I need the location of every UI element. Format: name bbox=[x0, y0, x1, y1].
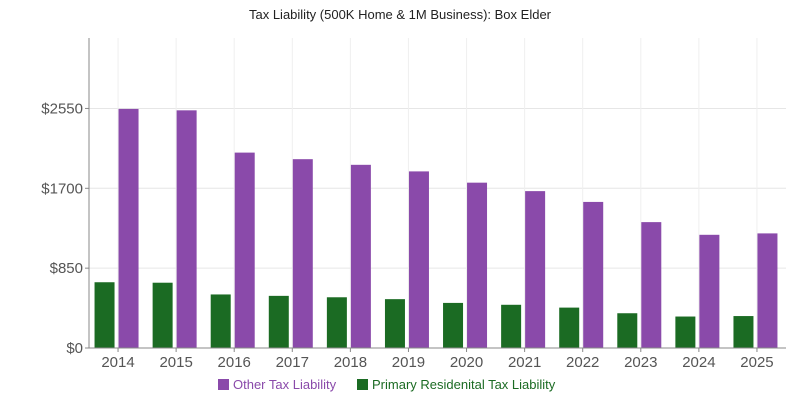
other-tax-bar-2015 bbox=[176, 110, 197, 348]
legend-swatch[interactable] bbox=[357, 379, 368, 390]
x-tick-label: 2016 bbox=[218, 354, 251, 371]
axes bbox=[88, 38, 786, 349]
legend-swatch[interactable] bbox=[218, 379, 229, 390]
other-tax-bar-2017 bbox=[292, 159, 313, 348]
other-tax-bar-2022 bbox=[583, 201, 604, 348]
x-tick-label: 2023 bbox=[624, 354, 657, 371]
primary-residential-bar-2017 bbox=[268, 295, 289, 348]
other-tax-bar-2025 bbox=[757, 233, 778, 348]
legend-label[interactable]: Primary Residenital Tax Liability bbox=[372, 377, 556, 392]
y-tick-label: $850 bbox=[50, 260, 83, 277]
primary-residential-bar-2024 bbox=[675, 316, 696, 348]
primary-residential-bar-2016 bbox=[210, 294, 231, 348]
legend-label[interactable]: Other Tax Liability bbox=[233, 377, 337, 392]
x-tick-label: 2015 bbox=[159, 354, 192, 371]
x-tick-label: 2019 bbox=[392, 354, 425, 371]
other-tax-bar-2021 bbox=[525, 191, 546, 348]
primary-residential-bar-2019 bbox=[384, 299, 405, 348]
other-tax-bar-2019 bbox=[408, 171, 429, 348]
primary-residential-bar-2015 bbox=[152, 282, 173, 348]
x-tick-label: 2024 bbox=[682, 354, 715, 371]
x-tick-label: 2018 bbox=[334, 354, 367, 371]
x-tick-label: 2025 bbox=[740, 354, 773, 371]
x-tick-label: 2022 bbox=[566, 354, 599, 371]
primary-residential-bar-2022 bbox=[559, 307, 580, 348]
other-tax-bar-2014 bbox=[118, 108, 139, 348]
x-tick-label: 2017 bbox=[276, 354, 309, 371]
y-tick-label: $1700 bbox=[41, 180, 83, 197]
primary-residential-bar-2025 bbox=[733, 316, 754, 348]
chart-title: Tax Liability (500K Home & 1M Business):… bbox=[249, 7, 552, 22]
bar-marks bbox=[94, 108, 778, 348]
other-tax-bar-2023 bbox=[641, 222, 662, 348]
other-tax-bar-2018 bbox=[350, 164, 371, 348]
y-axis-ticks: $0 $850 $1700 $2550 bbox=[41, 100, 89, 357]
primary-residential-bar-2021 bbox=[501, 304, 522, 348]
other-tax-bar-2024 bbox=[699, 234, 720, 348]
other-tax-bar-2020 bbox=[467, 182, 488, 348]
legend: Other Tax Liability Primary Residenital T… bbox=[218, 377, 556, 392]
primary-residential-bar-2020 bbox=[443, 302, 464, 348]
x-tick-label: 2020 bbox=[450, 354, 483, 371]
primary-residential-bar-2018 bbox=[326, 297, 347, 348]
x-axis-ticks: 2014 2015 2016 2017 2018 2019 2020 2021 2022 2023… bbox=[101, 348, 774, 371]
y-tick-label: $2550 bbox=[41, 100, 83, 117]
y-tick-label: $0 bbox=[66, 340, 83, 357]
primary-residential-bar-2023 bbox=[617, 313, 638, 348]
grid-lines bbox=[89, 38, 786, 348]
other-tax-bar-2016 bbox=[234, 152, 255, 348]
x-tick-label: 2014 bbox=[101, 354, 134, 371]
x-tick-label: 2021 bbox=[508, 354, 541, 371]
primary-residential-bar-2014 bbox=[94, 282, 115, 348]
